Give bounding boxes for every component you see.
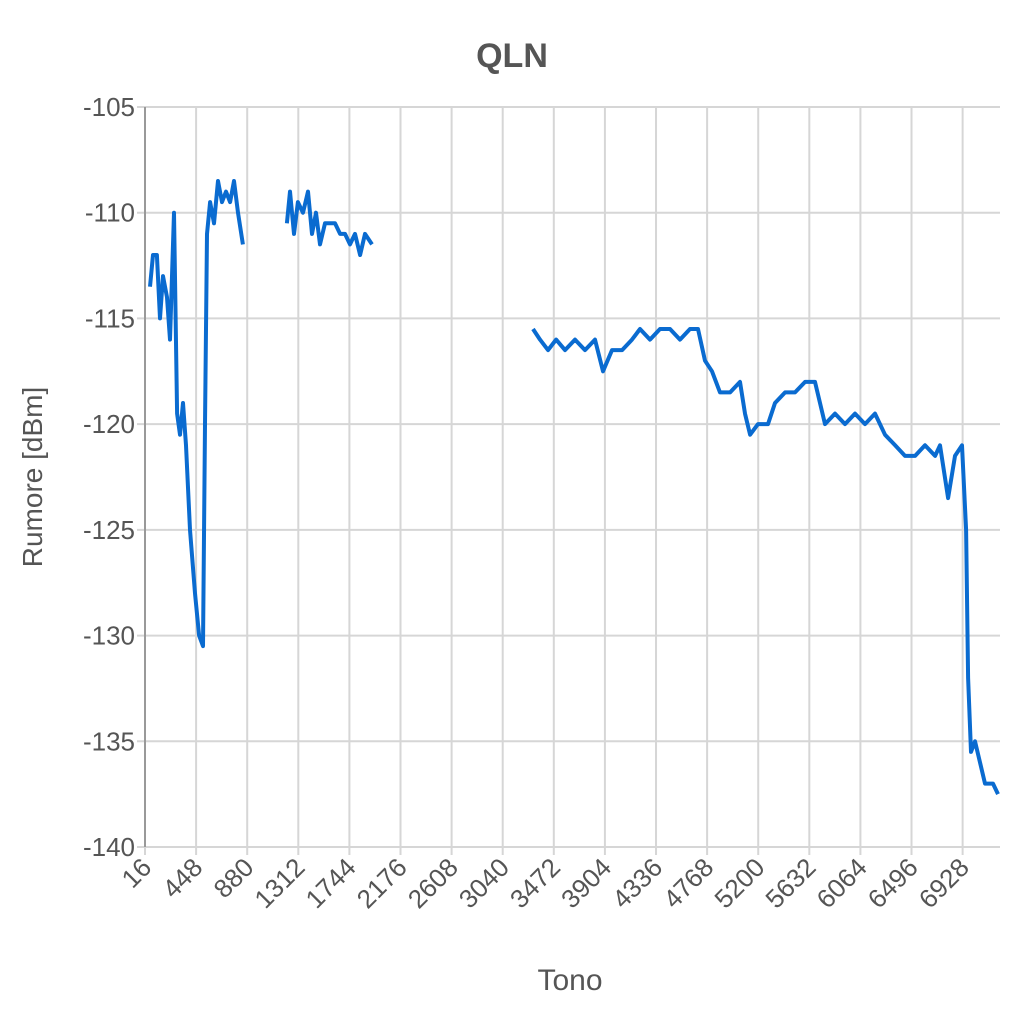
x-tick-label: 4336 [606,852,668,914]
y-tick-label: -130 [83,621,135,651]
y-tick-label: -120 [83,409,135,439]
y-tick-label: -135 [83,726,135,756]
x-tick-label: 3040 [453,852,515,914]
y-tick-label: -125 [83,515,135,545]
x-tick-label: 4768 [657,852,719,914]
x-tick-label: 3904 [555,852,617,914]
x-tick-label: 5200 [708,852,770,914]
x-tick-label: 5632 [759,852,821,914]
y-tick-label: -140 [83,832,135,862]
y-tick-label: -110 [85,198,135,228]
x-tick-label: 1744 [300,852,362,914]
x-tick-label: 2176 [351,852,413,914]
y-tick-label: -105 [83,92,135,122]
x-axis-label: Tono [537,964,602,997]
x-tick-label: 2608 [402,852,464,914]
x-tick-label: 6496 [862,852,924,914]
x-tick-label: 6928 [913,852,975,914]
chart-title: QLN [476,37,548,75]
x-tick-label: 3472 [504,852,566,914]
x-tick-label: 1312 [248,852,310,914]
y-axis-label: Rumore [dBm] [17,387,48,568]
x-tick-label: 6064 [811,852,873,914]
y-tick-label: -115 [85,303,135,333]
line [148,179,1000,795]
x-tick-label: 448 [156,852,208,904]
